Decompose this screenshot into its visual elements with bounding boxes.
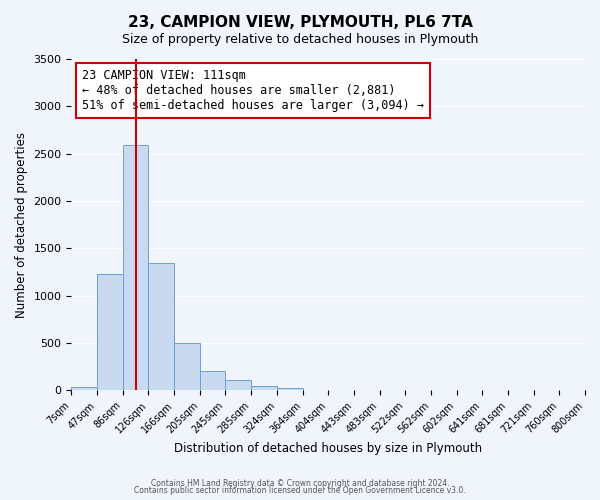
- Y-axis label: Number of detached properties: Number of detached properties: [15, 132, 28, 318]
- Bar: [148, 262, 174, 390]
- Bar: [123, 145, 148, 390]
- Bar: [97, 274, 123, 390]
- Text: Size of property relative to detached houses in Plymouth: Size of property relative to detached ho…: [122, 32, 478, 46]
- Bar: [226, 380, 251, 390]
- Bar: [251, 386, 277, 390]
- Bar: [71, 386, 97, 390]
- Text: Contains HM Land Registry data © Crown copyright and database right 2024.: Contains HM Land Registry data © Crown c…: [151, 478, 449, 488]
- Text: Contains public sector information licensed under the Open Government Licence v3: Contains public sector information licen…: [134, 486, 466, 495]
- Bar: [277, 388, 302, 390]
- Bar: [200, 372, 226, 390]
- X-axis label: Distribution of detached houses by size in Plymouth: Distribution of detached houses by size …: [174, 442, 482, 455]
- Text: 23 CAMPION VIEW: 111sqm
← 48% of detached houses are smaller (2,881)
51% of semi: 23 CAMPION VIEW: 111sqm ← 48% of detache…: [82, 69, 424, 112]
- Text: 23, CAMPION VIEW, PLYMOUTH, PL6 7TA: 23, CAMPION VIEW, PLYMOUTH, PL6 7TA: [128, 15, 472, 30]
- Bar: [174, 343, 200, 390]
